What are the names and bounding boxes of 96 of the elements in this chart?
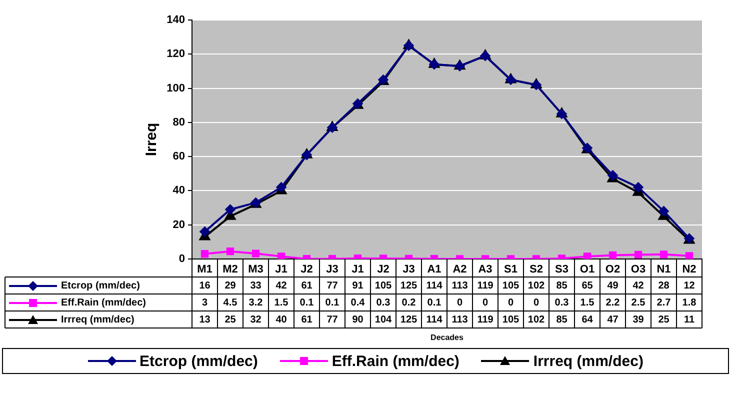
legend-label: Etcrop (mm/dec) [61, 280, 140, 292]
data-label: 104 [374, 314, 392, 326]
data-label: 29 [224, 280, 236, 292]
x-tick-label: O2 [605, 264, 620, 276]
y-tick-label: 20 [172, 218, 185, 231]
x-tick-label: M2 [222, 264, 238, 276]
data-label: 64 [582, 314, 594, 326]
data-label: 1.5 [274, 297, 289, 308]
x-tick-label: J2 [300, 264, 313, 276]
legend-label: Eff.Rain (mm/dec) [61, 297, 146, 308]
data-label: 49 [607, 280, 619, 292]
x-tick-label: J3 [402, 264, 415, 276]
data-label: 40 [276, 314, 288, 326]
data-label: 2.2 [606, 297, 620, 308]
data-label: 13 [199, 314, 211, 326]
x-tick-label: A3 [478, 264, 492, 276]
data-label: 113 [452, 314, 468, 326]
data-label: 16 [199, 280, 211, 292]
data-label: 0.3 [554, 297, 570, 308]
data-label: 0.4 [350, 297, 366, 308]
x-tick-label: S2 [530, 264, 543, 276]
data-label: 42 [632, 280, 644, 292]
data-label: 65 [582, 280, 594, 292]
data-label: 102 [528, 314, 546, 326]
data-label: 3 [202, 297, 208, 308]
x-tick-label: A2 [452, 264, 467, 276]
legend-label: Irrreq (mm/dec) [61, 314, 134, 326]
data-label: 12 [684, 280, 696, 292]
x-tick-label: O1 [580, 264, 595, 276]
text: Decades [430, 333, 464, 342]
data-label: 105 [374, 280, 392, 292]
data-label: 90 [352, 314, 364, 326]
y-tick-label: 40 [172, 184, 185, 197]
data-label: 25 [658, 314, 670, 326]
data-label: 0.1 [427, 297, 442, 308]
x-tick-label: M3 [248, 264, 264, 276]
y-axis-title: Irreq [143, 122, 160, 156]
data-label: 114 [426, 314, 443, 326]
data-label: 28 [658, 280, 670, 292]
data-label: 105 [502, 314, 520, 326]
data-label: 114 [426, 280, 443, 292]
data-label: 0.1 [300, 297, 314, 308]
x-tick-label: S3 [555, 264, 568, 276]
data-label: 1.8 [682, 297, 697, 308]
y-tick-label: 120 [166, 48, 185, 60]
data-label: 77 [326, 314, 338, 326]
data-label: 91 [352, 280, 364, 292]
data-label: 25 [224, 314, 236, 326]
x-tick-label: J3 [326, 264, 338, 276]
x-tick-label: O3 [630, 264, 646, 276]
data-label: 125 [400, 280, 418, 292]
data-label: 33 [250, 280, 262, 292]
data-label: 0 [482, 297, 488, 308]
x-tick-label: N2 [682, 264, 696, 276]
data-label: 61 [301, 314, 313, 326]
data-label: 0.2 [402, 297, 416, 308]
data-label: 0 [533, 297, 540, 308]
data-label: 32 [250, 314, 262, 326]
data-label: 0.3 [376, 297, 391, 308]
data-label: 105 [502, 280, 520, 292]
y-tick-label: 0 [178, 253, 185, 266]
data-label: 102 [528, 280, 546, 292]
y-tick-label: 80 [172, 116, 185, 128]
data-label: 77 [326, 280, 338, 292]
x-tick-label: J1 [275, 264, 288, 276]
data-label: 11 [684, 314, 695, 326]
data-label: 2.7 [656, 297, 672, 308]
x-tick-label: M1 [197, 264, 212, 276]
data-label: 61 [301, 280, 313, 292]
data-label: 119 [477, 280, 494, 292]
y-tick-label: 100 [166, 82, 185, 94]
data-label: 125 [400, 314, 418, 326]
data-label: 85 [556, 280, 568, 292]
data-label: 3.2 [248, 297, 264, 308]
y-tick-label: 140 [166, 14, 185, 26]
data-label: 39 [632, 314, 644, 326]
text: Eff.Rain (mm/dec) [332, 352, 460, 370]
data-label: 4.5 [223, 297, 238, 308]
data-label: 42 [276, 280, 288, 292]
data-label: 0.1 [325, 297, 340, 308]
text: Irrreq (mm/dec) [533, 352, 644, 370]
data-label: 113 [452, 280, 468, 292]
x-tick-label: A1 [427, 264, 442, 276]
data-label: 0 [456, 297, 463, 308]
data-label: 0 [508, 297, 514, 308]
data-label: 85 [556, 314, 568, 326]
x-tick-label: N1 [656, 264, 671, 276]
data-label: 2.5 [631, 297, 646, 308]
x-tick-label: S1 [504, 264, 518, 276]
data-label: 47 [607, 314, 619, 326]
data-label: 1.5 [580, 297, 595, 308]
data-label: 119 [477, 314, 494, 326]
x-tick-label: J1 [352, 264, 364, 276]
y-tick-label: 60 [172, 150, 185, 163]
text: Etcrop (mm/dec) [140, 352, 258, 370]
x-tick-label: J2 [377, 264, 390, 276]
